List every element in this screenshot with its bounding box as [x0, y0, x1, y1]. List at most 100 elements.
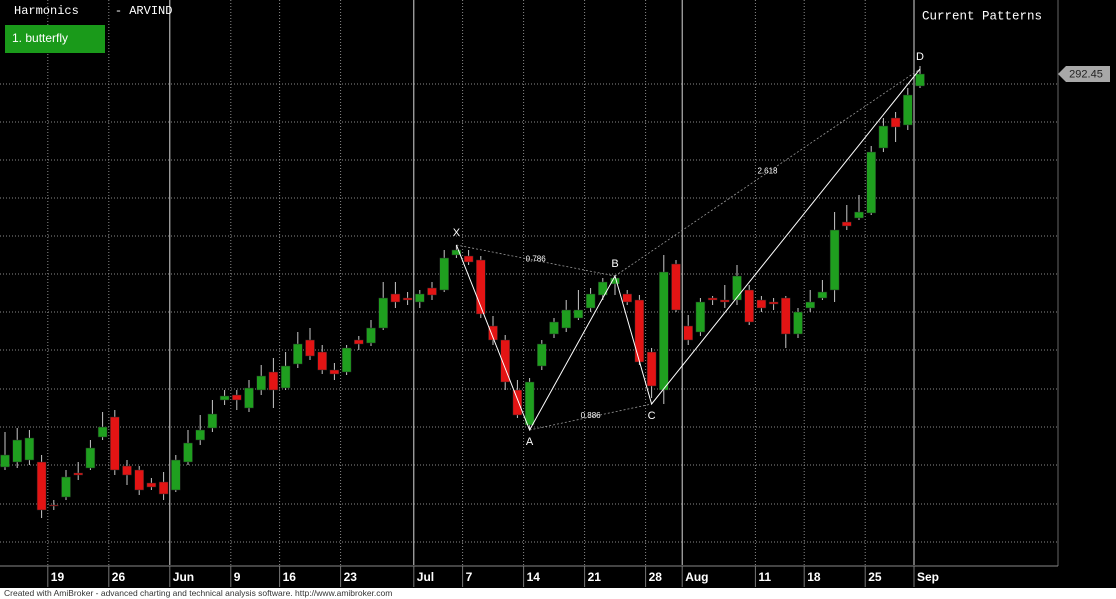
- candle-body: [829, 229, 840, 291]
- candle-body: [854, 211, 864, 219]
- candle-body: [817, 291, 828, 299]
- x-axis-strip: [0, 566, 1116, 588]
- candle-body: [61, 476, 71, 498]
- pattern-button[interactable]: [5, 25, 105, 53]
- candle-body: [659, 271, 669, 391]
- candle-body: [85, 447, 96, 469]
- candle-body: [671, 263, 681, 311]
- candle-body: [915, 73, 925, 87]
- candle-body: [768, 301, 779, 305]
- candle-body: [171, 459, 181, 491]
- candle-body: [598, 281, 608, 296]
- ratio-label: 0.786: [526, 255, 547, 264]
- pattern-point-label: B: [611, 258, 618, 270]
- candle-body: [781, 297, 791, 335]
- pattern-line: [455, 68, 921, 432]
- candles: [0, 66, 925, 518]
- candle-body: [122, 465, 132, 476]
- x-tick-label: Jun: [173, 570, 194, 584]
- candle-body: [756, 299, 767, 309]
- candle-body: [463, 255, 474, 263]
- candle-body: [415, 293, 425, 303]
- candle-body: [219, 395, 230, 401]
- chart-title: Harmonics - ARVIND: [14, 4, 172, 18]
- candle-body: [732, 275, 742, 301]
- candle-body: [293, 343, 303, 365]
- candle-body: [0, 454, 10, 468]
- x-tick-label: 19: [51, 570, 65, 584]
- pattern-name[interactable]: 1. butterfly: [12, 31, 68, 45]
- x-tick-label: Sep: [917, 570, 939, 584]
- candle-body: [244, 387, 254, 409]
- candle-body: [683, 325, 693, 341]
- candle-body: [903, 94, 913, 126]
- candle-body: [451, 249, 462, 256]
- candle-body: [427, 287, 437, 296]
- candle-body: [341, 347, 352, 373]
- candle-body: [158, 481, 169, 495]
- candle-body: [195, 429, 205, 441]
- candle-body: [390, 293, 401, 303]
- x-tick-label: 23: [344, 570, 358, 584]
- candle-body: [49, 504, 59, 507]
- candle-body: [524, 381, 535, 426]
- x-tick-label: 21: [588, 570, 602, 584]
- panel-title: Current Patterns: [922, 9, 1042, 23]
- candle-body: [549, 321, 559, 335]
- candle-body: [634, 299, 645, 363]
- candle-body: [439, 257, 449, 291]
- x-tick-label: Aug: [685, 570, 708, 584]
- candle-body: [73, 472, 83, 476]
- ratio-label: 2.618: [757, 167, 778, 176]
- candle-body: [146, 482, 157, 488]
- price-tag-label: 292.45: [1069, 68, 1103, 80]
- candle-body: [183, 442, 193, 463]
- candle-body: [280, 365, 291, 389]
- candle-body: [232, 394, 242, 401]
- candle-body: [256, 375, 266, 391]
- pattern-point-label: A: [526, 436, 534, 448]
- candle-body: [573, 309, 584, 319]
- x-tick-label: 18: [807, 570, 821, 584]
- x-tick-label: 14: [527, 570, 541, 584]
- grid: [0, 0, 1058, 565]
- pattern-point-label: D: [916, 51, 924, 63]
- x-tick-label: Jul: [417, 570, 434, 584]
- candle-body: [354, 339, 364, 345]
- ratio-label: 0.886: [581, 411, 602, 420]
- candle-body: [695, 301, 706, 333]
- ratio-line: [456, 244, 616, 277]
- x-tick-label: 28: [649, 570, 663, 584]
- candle-body: [585, 293, 596, 309]
- x-axis: 19 26 Jun 9 16 23 Jul 7 14 21 28 Aug 11 18 25 Sep: [47, 566, 939, 587]
- candle-body: [378, 297, 388, 329]
- pattern: 0.786 0.886 2.618 X A B C D: [453, 51, 924, 448]
- candle-body: [268, 371, 279, 391]
- candle-body: [890, 117, 901, 128]
- footer: Created with AmiBroker - advanced charti…: [4, 588, 392, 598]
- pattern-point-label: C: [648, 410, 656, 422]
- candle-body: [793, 311, 803, 335]
- candle-body: [805, 301, 815, 309]
- candle-body: [512, 389, 523, 416]
- candle-body: [610, 277, 620, 285]
- pattern-point-label: X: [453, 227, 461, 239]
- price-tag: 292.45: [1058, 66, 1110, 82]
- candle-body: [97, 426, 108, 438]
- candle-body: [366, 327, 376, 344]
- candle-body: [134, 469, 144, 491]
- candle-body: [500, 339, 510, 383]
- x-tick-label: 9: [234, 570, 241, 584]
- candle-body: [317, 351, 327, 371]
- candle-body: [329, 369, 340, 375]
- x-tick-label: 7: [466, 570, 473, 584]
- candle-body: [622, 293, 632, 303]
- candle-body: [744, 289, 754, 323]
- candle-body: [866, 151, 876, 214]
- x-tick-label: 11: [758, 570, 771, 584]
- candle-body: [476, 259, 486, 315]
- candle-body: [402, 297, 413, 301]
- candle-body: [207, 413, 218, 429]
